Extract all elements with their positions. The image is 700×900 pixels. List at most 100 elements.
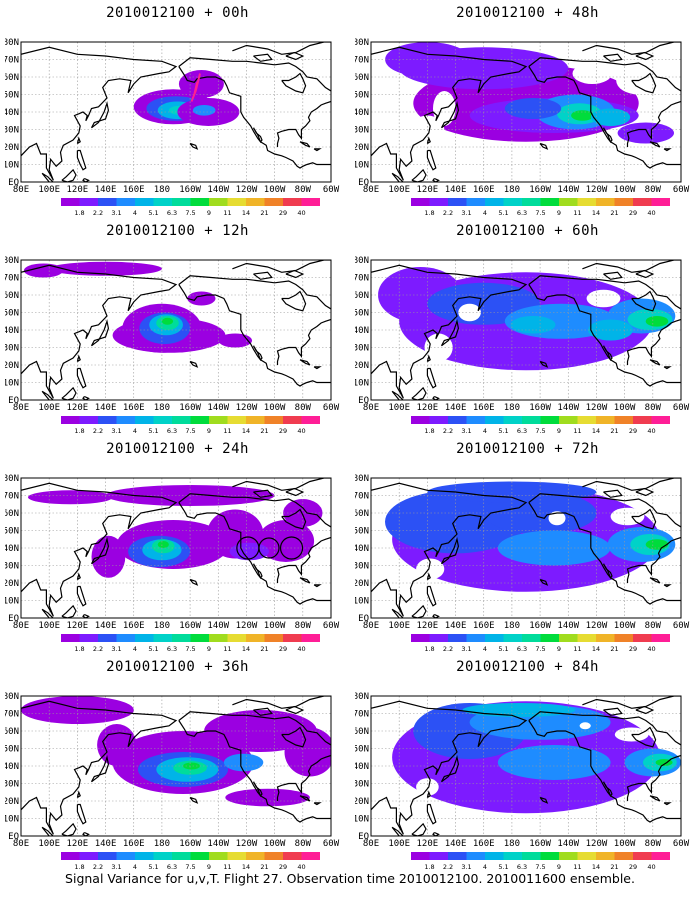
lon-label: 80W <box>645 839 662 849</box>
colorbar-label: 40 <box>647 427 655 435</box>
colorbar-label: 2.2 <box>93 645 103 653</box>
colorbar-label: 3.1 <box>111 427 121 435</box>
colorbar-label: 2.2 <box>93 209 103 217</box>
colorbar: 1.8 2.2 3.1 4 5.1 6.3 7.5 9 11 14 21 29 40 <box>411 198 670 217</box>
panel-title: 2010012100 + 12h <box>106 223 249 239</box>
colorbar-swatch <box>577 416 596 424</box>
lon-label: 60W <box>323 621 340 631</box>
colorbar-swatch <box>577 852 596 860</box>
variance-contour <box>284 727 331 777</box>
panel-title: 2010012100 + 48h <box>456 5 599 21</box>
colorbar-label: 1.8 <box>74 427 84 435</box>
lat-label: 20N <box>355 579 369 589</box>
colorbar-label: 9 <box>557 209 561 217</box>
lon-label: 140E <box>445 621 467 631</box>
coastlines <box>371 478 681 618</box>
lat-label: 70N <box>355 710 369 720</box>
colorbar-swatch <box>283 634 302 642</box>
lat-label: 50N <box>5 745 19 755</box>
map-frame <box>20 477 332 619</box>
lon-label: 80W <box>295 185 312 195</box>
colorbar-label: 21 <box>610 427 618 435</box>
colorbar-swatch <box>172 852 191 860</box>
colorbar-swatch <box>429 852 448 860</box>
low-variance-gap <box>586 289 621 308</box>
map-panel: 2010012100 + 48h 80N 70N 60N 50N 40N 30N 20N 10N… <box>355 5 700 227</box>
variance-contour <box>462 703 576 717</box>
lon-label: 80E <box>363 185 379 195</box>
lat-label: 50N <box>355 309 369 319</box>
lat-label: EQ <box>8 614 19 624</box>
map-frame <box>370 695 682 837</box>
colorbar-swatch <box>227 198 246 206</box>
colorbar-swatch <box>411 198 430 206</box>
lon-label: 180 <box>154 839 170 849</box>
colorbar-swatch <box>116 198 135 206</box>
colorbar-swatch <box>209 416 228 424</box>
colorbar-label: 4 <box>483 427 487 435</box>
colorbar-label: 11 <box>223 645 231 653</box>
low-variance-gap <box>433 91 456 126</box>
lon-label: 100W <box>264 185 286 195</box>
colorbar-swatch <box>448 198 467 206</box>
lon-label: 140E <box>445 403 467 413</box>
colorbar-swatch <box>559 416 578 424</box>
lat-label: 10N <box>355 597 369 607</box>
coastlines <box>371 42 681 182</box>
lon-label: 160E <box>473 621 495 631</box>
lon-label: 120W <box>236 839 258 849</box>
lon-label: 140E <box>95 403 117 413</box>
colorbar-label: 4 <box>483 645 487 653</box>
colorbar-swatch <box>301 634 320 642</box>
lon-label: 80W <box>645 185 662 195</box>
colorbar-swatch <box>485 852 504 860</box>
lon-label: 160W <box>179 185 201 195</box>
lon-label: 100E <box>38 839 60 849</box>
colorbar-swatch <box>559 852 578 860</box>
lon-label: 100E <box>38 621 60 631</box>
colorbar-swatch <box>190 416 209 424</box>
variance-contour <box>504 98 562 119</box>
variance-contour <box>257 520 315 562</box>
lat-label: 40N <box>355 326 369 336</box>
colorbar-swatch <box>61 416 80 424</box>
lon-label: 100E <box>388 839 410 849</box>
colorbar-swatch <box>301 416 320 424</box>
colorbar-label: 2.2 <box>93 427 103 435</box>
lon-label: 140W <box>207 403 229 413</box>
colorbar-swatch <box>209 198 228 206</box>
lon-label: 180 <box>154 403 170 413</box>
colorbar-swatch <box>466 852 485 860</box>
colorbar-label: 4 <box>133 863 137 871</box>
lat-label: 60N <box>355 509 369 519</box>
coastlines <box>21 42 331 182</box>
lat-label: EQ <box>358 614 369 624</box>
colorbar-label: 29 <box>279 645 287 653</box>
colorbar-label: 21 <box>610 645 618 653</box>
colorbar-swatch <box>135 852 154 860</box>
variance-field <box>378 265 676 371</box>
lat-label: 20N <box>5 579 19 589</box>
colorbar-swatch <box>411 416 430 424</box>
colorbar-swatch <box>246 416 265 424</box>
lon-label: 60W <box>323 185 340 195</box>
map-panel: 2010012100 + 24h 80N 70N 60N 50N 40N 30N 20N 10N… <box>5 441 350 663</box>
low-variance-gap <box>416 558 445 580</box>
colorbar-swatch <box>301 198 320 206</box>
lon-label: 140W <box>207 185 229 195</box>
colorbar-label: 6.3 <box>167 863 177 871</box>
colorbar-swatch <box>116 852 135 860</box>
lon-label: 80E <box>363 839 379 849</box>
lat-label: EQ <box>8 396 19 406</box>
lon-label: 160E <box>123 403 145 413</box>
colorbar-swatch <box>153 852 172 860</box>
colorbar-label: 4 <box>133 645 137 653</box>
colorbar-swatch <box>246 852 265 860</box>
colorbar-label: 1.8 <box>424 863 434 871</box>
lat-label: 60N <box>355 73 369 83</box>
colorbar-label: 1.8 <box>74 645 84 653</box>
colorbar-label: 21 <box>260 645 268 653</box>
colorbar-swatch <box>79 198 98 206</box>
colorbar-swatch <box>633 852 652 860</box>
